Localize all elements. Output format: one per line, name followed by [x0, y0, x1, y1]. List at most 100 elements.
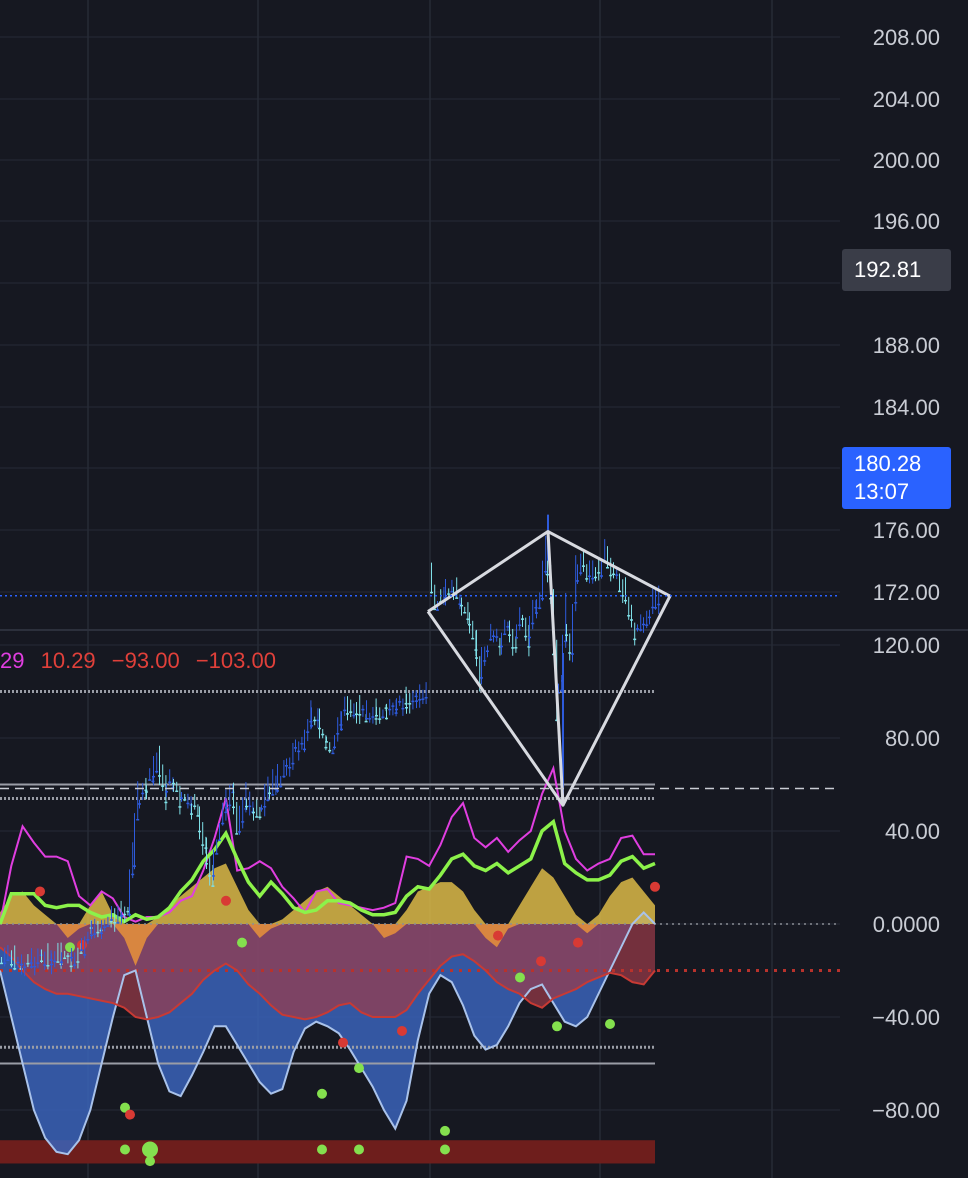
candle-body — [324, 746, 328, 749]
candle-body — [615, 574, 619, 576]
candle-body — [333, 746, 336, 749]
candle-body — [6, 959, 10, 962]
candle-body — [279, 785, 283, 788]
candle-body — [238, 831, 241, 833]
candle-body — [486, 650, 489, 652]
oscillator-legend: 29 10.29 −93.00 −103.00 — [0, 648, 286, 674]
candle-body — [276, 790, 279, 792]
candle-body — [211, 885, 215, 887]
candle-body — [26, 962, 30, 965]
candle-body — [201, 844, 205, 846]
candle-body — [381, 716, 385, 718]
candle-body — [471, 637, 475, 640]
candle-body — [339, 724, 343, 726]
candle-body — [321, 733, 325, 736]
candle-body — [375, 714, 378, 717]
candle-body — [492, 635, 495, 638]
candle-body — [175, 790, 179, 793]
candle-body — [93, 933, 97, 935]
candle-body — [205, 863, 208, 865]
candle-body — [606, 567, 609, 569]
green-signal-dot — [120, 1144, 130, 1155]
candle-body — [86, 939, 90, 941]
oscillator-tick-label: 0.0000 — [873, 912, 940, 937]
price-tick-label: 204.00 — [873, 87, 940, 112]
candle-body — [318, 727, 321, 730]
candle-body — [503, 633, 507, 636]
candle-body — [96, 931, 100, 934]
candle-body — [391, 705, 395, 707]
candle-body — [511, 647, 515, 649]
candle-body — [180, 797, 183, 799]
candle-body — [468, 623, 471, 626]
candle-body — [151, 780, 155, 783]
green-line — [0, 818, 656, 925]
candle-body — [524, 635, 528, 638]
red-area-edge — [0, 946, 656, 1021]
candle-body — [263, 806, 267, 808]
candle-body — [495, 636, 499, 638]
candle-body — [241, 821, 245, 823]
candle-body — [645, 624, 649, 626]
candle-body — [126, 910, 130, 913]
red-signal-dot — [536, 956, 546, 967]
candle-body — [365, 717, 368, 720]
candle-body — [657, 603, 661, 606]
candle-body — [633, 638, 637, 641]
blue-area-edge — [0, 910, 656, 1156]
candle-body — [106, 925, 110, 927]
candle-body — [316, 719, 320, 722]
green-signal-dot — [515, 972, 525, 983]
candle-body — [271, 794, 275, 796]
candle-body — [621, 595, 625, 597]
price-tick-label: 176.00 — [873, 518, 940, 543]
candle-body — [474, 649, 478, 651]
green-signal-dot — [317, 1144, 327, 1155]
price-tick-label: 188.00 — [873, 333, 940, 358]
candle-body — [291, 762, 295, 765]
candle-body — [138, 803, 141, 805]
candle-body — [538, 607, 542, 609]
green-signal-dot — [65, 942, 75, 953]
candle-body — [515, 637, 518, 639]
candle-body — [116, 922, 120, 924]
candle-body — [444, 597, 447, 599]
price-tick-label: 196.00 — [873, 209, 940, 234]
candle-body — [594, 576, 597, 579]
candle-body — [252, 811, 255, 814]
current-price-value: 180.28 — [854, 451, 922, 476]
candle-body — [466, 618, 470, 621]
red-signal-dot — [125, 1109, 135, 1120]
candle-body — [328, 749, 332, 752]
candle-body — [33, 965, 37, 968]
candle-body — [436, 609, 439, 611]
candle-body — [186, 802, 190, 805]
oscillator-levels — [0, 690, 840, 1065]
candle-body — [331, 752, 335, 755]
candle-body — [521, 618, 524, 620]
candle-body — [69, 965, 73, 968]
candle-body — [325, 741, 328, 743]
candle-body — [648, 616, 651, 619]
candle-body — [225, 807, 228, 809]
candle-body — [20, 963, 23, 966]
candle-body — [418, 699, 422, 701]
candle-body — [385, 717, 388, 720]
oscillator-tick-label: 80.00 — [885, 726, 940, 751]
price-axis[interactable]: 208.00 204.00 200.00 196.00 188.00 184.00 176.… — [873, 25, 940, 605]
candle-body — [136, 818, 140, 821]
candle-body — [133, 865, 136, 867]
candle-body — [128, 913, 131, 916]
candle-body — [458, 603, 462, 605]
red-signal-dot — [397, 1025, 407, 1036]
oscillator-axis[interactable]: 120.00 80.00 40.00 0.0000 −40.00 −80.00 — [872, 633, 940, 1123]
legend-value-3: −93.00 — [111, 648, 180, 673]
red-signal-dot — [221, 895, 231, 906]
candle-body — [576, 580, 579, 582]
candle-body — [79, 952, 83, 954]
candle-body — [255, 816, 259, 818]
candle-body — [193, 805, 197, 808]
bar-countdown: 13:07 — [854, 479, 910, 504]
